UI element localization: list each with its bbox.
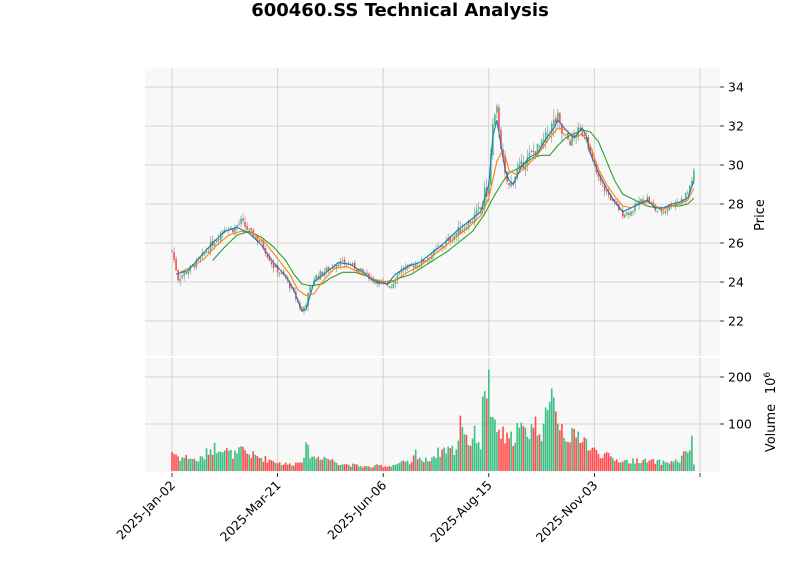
x-tick-label: 2025-Jun-06	[324, 477, 389, 542]
volume-panel: 100 200 Volume 106	[145, 358, 779, 472]
x-axis: 2025-Jan-02 2025-Mar-21 2025-Jun-06 2025-Au…	[113, 473, 701, 546]
svg-text:26: 26	[728, 236, 744, 251]
price-panel-background	[145, 68, 720, 356]
price-axis-label: Price	[753, 199, 768, 231]
ma-short-line	[175, 119, 695, 313]
chart-title: 600460.SS Technical Analysis	[251, 0, 549, 21]
volume-y-axis: 100 200	[720, 370, 752, 432]
svg-text:22: 22	[728, 314, 744, 329]
x-tick-label: 2025-Nov-03	[533, 478, 601, 546]
x-tick-label: 2025-Jan-02	[113, 478, 178, 543]
x-tick-label: 2025-Mar-21	[217, 478, 284, 545]
svg-text:32: 32	[728, 119, 744, 134]
svg-text:28: 28	[728, 197, 744, 212]
volume-exponent-label: 106	[763, 372, 779, 395]
svg-text:30: 30	[728, 158, 744, 173]
svg-text:24: 24	[728, 275, 744, 290]
svg-text:34: 34	[728, 80, 744, 95]
svg-text:200: 200	[728, 370, 752, 385]
price-grid	[145, 68, 720, 356]
ma-mid-line	[179, 127, 695, 297]
ma-long-line	[212, 129, 695, 287]
volume-axis-label: Volume	[764, 404, 779, 452]
volume-grid	[145, 358, 720, 472]
x-tick-label: 2025-Aug-15	[427, 478, 495, 546]
volume-bars	[171, 369, 695, 471]
price-panel: 22 24 26 28 30 32 34 Price	[145, 68, 768, 356]
svg-text:100: 100	[728, 417, 752, 432]
price-y-axis: 22 24 26 28 30 32 34	[720, 80, 744, 329]
